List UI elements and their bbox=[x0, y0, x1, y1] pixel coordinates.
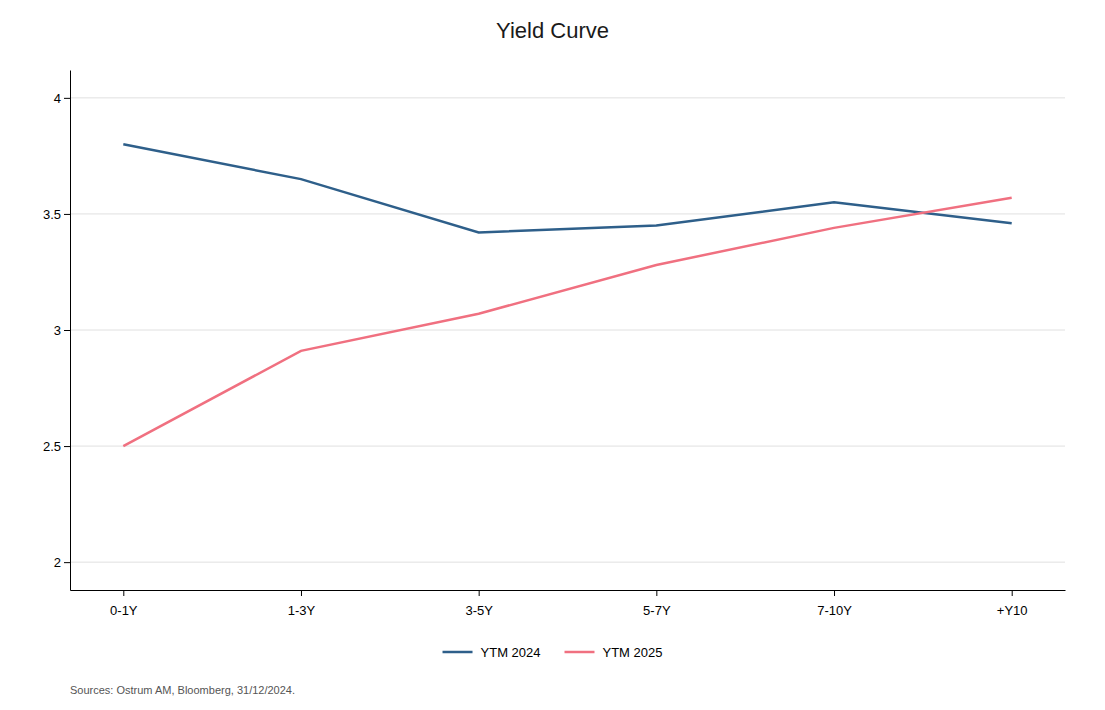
lines bbox=[123, 144, 1011, 446]
y-tick-mark bbox=[64, 562, 70, 563]
grid bbox=[70, 98, 1065, 562]
x-tick: +Y10 bbox=[997, 590, 1028, 618]
y-tick-mark bbox=[64, 330, 70, 331]
grid-line bbox=[70, 562, 1065, 563]
x-tick-mark bbox=[656, 590, 657, 596]
y-tick: 2 bbox=[54, 555, 70, 570]
legend-label: YTM 2025 bbox=[603, 645, 663, 660]
y-tick-mark bbox=[64, 446, 70, 447]
x-tick-label: 1-3Y bbox=[288, 603, 316, 618]
x-tick-label: 3-5Y bbox=[465, 603, 493, 618]
x-tick-mark bbox=[301, 590, 302, 596]
x-tick-mark bbox=[123, 590, 124, 596]
y-tick: 3 bbox=[54, 323, 70, 338]
y-tick: 3.5 bbox=[43, 207, 70, 222]
y-tick-label: 3.5 bbox=[43, 207, 61, 222]
y-tick-label: 2 bbox=[54, 555, 61, 570]
grid-line bbox=[70, 330, 1065, 331]
x-tick-label: 7-10Y bbox=[817, 603, 852, 618]
chart: 2 2.5 3 3.5 4 0-1Y 1-3Y 3-5Y 5-7Y 7-10Y +Y10 Yield … bbox=[0, 0, 1105, 710]
y-tick-label: 4 bbox=[54, 91, 61, 106]
title: Yield Curve bbox=[496, 18, 609, 43]
x-tick: 0-1Y bbox=[110, 590, 138, 618]
grid-line bbox=[70, 97, 1065, 98]
x-tick-mark bbox=[834, 590, 835, 596]
plot-area: 2 2.5 3 3.5 4 0-1Y 1-3Y 3-5Y 5-7Y 7-10Y +Y10 bbox=[43, 71, 1066, 618]
y-axis: 2 2.5 3 3.5 4 bbox=[43, 71, 71, 591]
y-tick-label: 3 bbox=[54, 323, 61, 338]
source-note: Sources: Ostrum AM, Bloomberg, 31/12/202… bbox=[70, 684, 295, 696]
legend-swatch bbox=[565, 651, 595, 654]
legend-item: YTM 2025 bbox=[565, 645, 663, 660]
x-tick-label: 0-1Y bbox=[110, 603, 138, 618]
legend: YTM 2024 YTM 2025 bbox=[443, 645, 663, 660]
x-tick: 1-3Y bbox=[288, 590, 316, 618]
x-tick-label: +Y10 bbox=[997, 603, 1028, 618]
x-tick-label: 5-7Y bbox=[643, 603, 671, 618]
x-axis-line bbox=[71, 590, 1066, 591]
legend-item: YTM 2024 bbox=[443, 645, 541, 660]
y-tick: 4 bbox=[54, 91, 70, 106]
y-axis-line bbox=[70, 71, 71, 591]
legend-label: YTM 2024 bbox=[481, 645, 541, 660]
x-tick: 5-7Y bbox=[643, 590, 671, 618]
grid-line bbox=[70, 446, 1065, 447]
x-tick: 3-5Y bbox=[465, 590, 493, 618]
legend-swatch bbox=[443, 651, 473, 654]
x-tick-mark bbox=[1012, 590, 1013, 596]
series-line bbox=[123, 198, 1011, 446]
x-tick: 7-10Y bbox=[817, 590, 852, 618]
y-tick-mark bbox=[64, 214, 70, 215]
x-tick-mark bbox=[479, 590, 480, 596]
y-tick-label: 2.5 bbox=[43, 439, 61, 454]
y-tick-mark bbox=[64, 98, 70, 99]
x-axis: 0-1Y 1-3Y 3-5Y 5-7Y 7-10Y +Y10 bbox=[71, 590, 1066, 618]
y-tick: 2.5 bbox=[43, 439, 70, 454]
